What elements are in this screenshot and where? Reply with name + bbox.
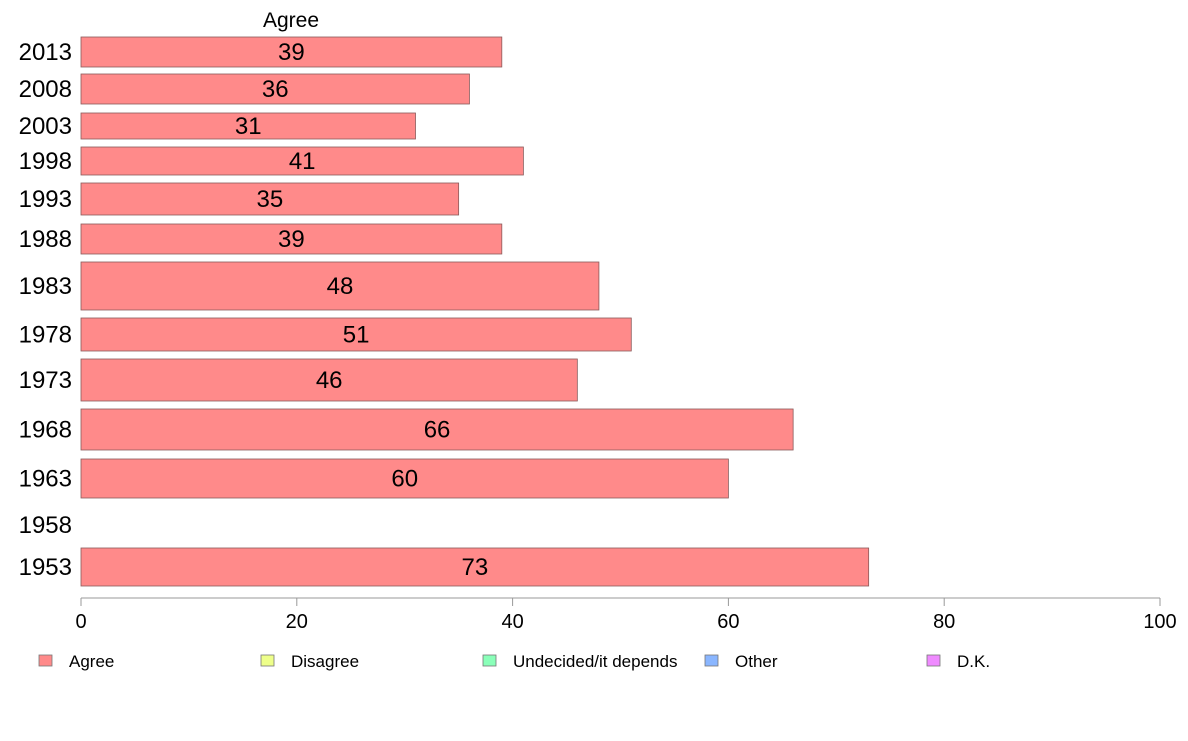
bar-value-label: 46 [316,367,343,394]
legend-label: Disagree [291,652,359,671]
y-tick-label: 1963 [19,466,72,493]
y-tick-label: 1988 [19,226,72,253]
bar [80,182,460,216]
x-tick-label: 60 [717,611,739,633]
bar [80,112,416,140]
bar [80,73,470,105]
bar-value-label: 35 [256,186,283,213]
bar-value-label: 39 [278,226,305,253]
legend-label: D.K. [957,652,990,671]
legend-swatch [38,654,53,667]
legend-label: Agree [69,652,114,671]
bar [80,408,794,451]
x-tick-label: 20 [286,611,308,633]
y-tick-label: 1993 [19,186,72,213]
x-axis: 0 20 40 60 80 100 [75,597,1177,633]
bar-value-label: 39 [278,39,305,66]
y-tick-label: 1968 [19,417,72,444]
y-tick-label: 1983 [19,273,72,300]
legend-swatch [704,654,719,667]
legend: Agree Disagree Undecided/it depends Other D.… [38,652,990,671]
legend-swatch [482,654,497,667]
bar-value-label: 48 [327,273,354,300]
bar [80,358,578,402]
y-tick-label: 1973 [19,367,72,394]
bar-value-label: 31 [235,113,262,140]
legend-swatch [260,654,275,667]
y-tick-label: 1998 [19,148,72,175]
bar-value-label: 36 [262,76,289,103]
y-tick-label: 1953 [19,554,72,581]
chart-title: Agree [263,9,319,32]
bar [80,547,870,587]
y-tick-label: 2013 [19,39,72,66]
bar-value-label: 51 [343,322,370,349]
x-tick-label: 80 [933,611,955,633]
bars-layer: 2013 39 2008 36 2003 31 1998 41 1993 35 1988 39 1983… [19,36,870,587]
y-tick-label: 1978 [19,322,72,349]
bar-value-label: 60 [391,466,418,493]
bar-value-label: 41 [289,148,316,175]
bar [80,458,729,499]
bar [80,36,503,68]
y-tick-label: 2008 [19,76,72,103]
bar-value-label: 66 [424,417,451,444]
bar-value-label: 73 [461,554,488,581]
bar [80,146,524,176]
y-tick-label: 2003 [19,113,72,140]
legend-label: Other [735,652,778,671]
bar [80,261,600,311]
y-tick-label: 1958 [19,512,72,539]
legend-swatch [926,654,941,667]
x-tick-label: 100 [1143,611,1176,633]
legend-label: Undecided/it depends [513,652,677,671]
x-tick-label: 40 [501,611,523,633]
x-tick-label: 0 [75,611,86,633]
bar [80,223,503,255]
bar [80,317,632,352]
